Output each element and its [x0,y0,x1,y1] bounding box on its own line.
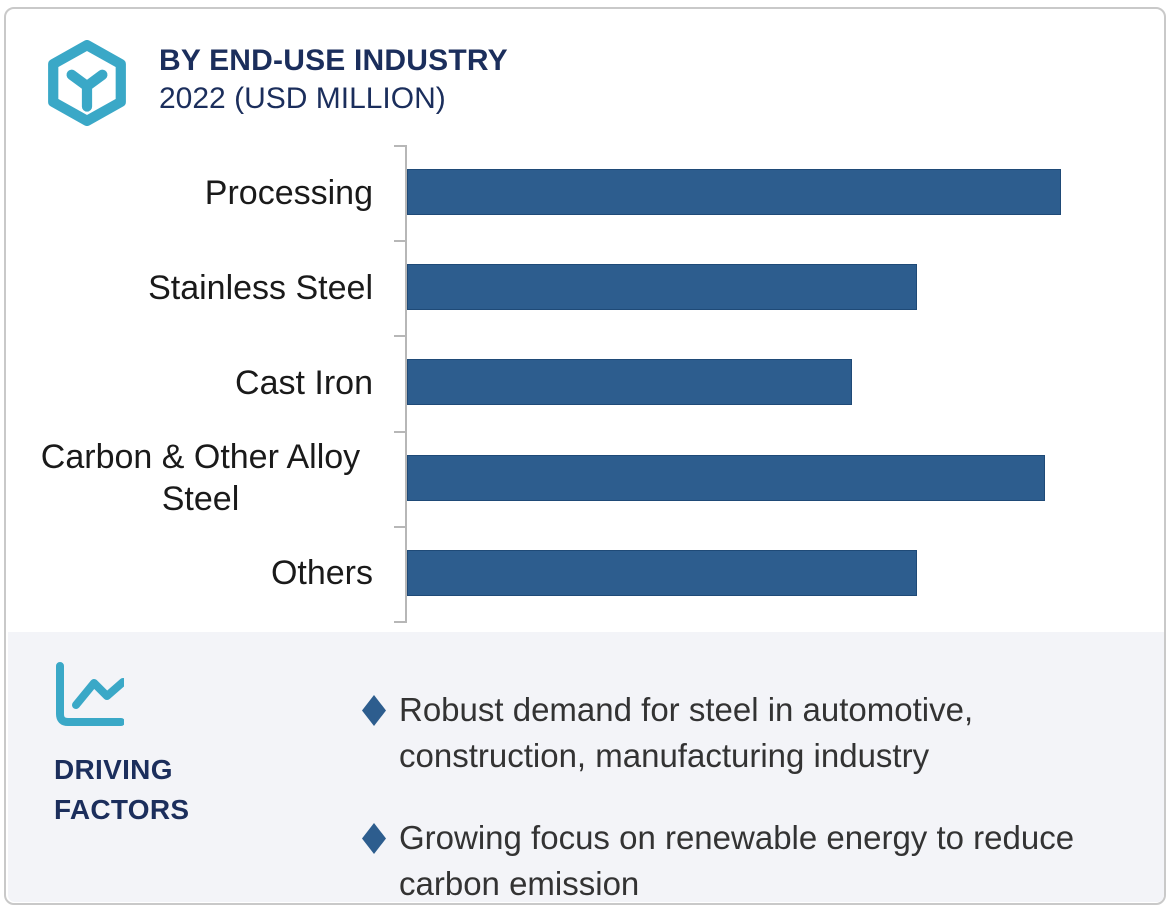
diamond-bullet-icon [362,823,386,854]
category-label-cell: Cast Iron [6,335,373,430]
category-label-cell: Processing [6,145,373,240]
diamond-bullet-icon [362,695,386,726]
category-label: Cast Iron [235,363,373,402]
bar-track [407,335,1166,430]
driving-factors-line2: FACTORS [54,794,190,825]
category-label-cell: Others [6,526,373,621]
chart-row: Processing [6,145,1166,240]
infographic-card: BY END-USE INDUSTRY 2022 (USD MILLION) P… [4,7,1166,905]
bullet-list: Robust demand for steel in automotive, co… [362,687,1142,907]
chart-row: Carbon & Other Alloy Steel [6,431,1166,526]
bullet-text-line: Robust demand for steel in automotive, [399,691,974,728]
chart-header: BY END-USE INDUSTRY 2022 (USD MILLION) [48,40,508,126]
driving-factors-line1: DRIVING [54,754,173,785]
bullet-item: Robust demand for steel in automotive, co… [362,687,1142,779]
bar [407,454,1045,501]
category-label-cell: Carbon & Other Alloy Steel [6,431,373,526]
driving-factors-label: DRIVING FACTORS [54,750,189,830]
axis-tick [394,526,406,528]
bar-track [407,526,1166,621]
bar [407,264,918,311]
chart-row: Cast Iron [6,335,1166,430]
bar [407,359,852,406]
chart-subtitle: 2022 (USD MILLION) [159,82,446,115]
y-axis-line [405,145,407,623]
driving-factors-section: DRIVING FACTORS Robust demand for steel … [8,632,1164,902]
category-label: Stainless Steel [148,268,373,307]
bullet-text: Growing focus on renewable energy to red… [399,815,1074,907]
category-label: Others [270,554,373,593]
bar [407,169,1062,215]
chart-row: Others [6,526,1166,621]
bar-track [407,145,1166,240]
header-text: BY END-USE INDUSTRY 2022 (USD MILLION) [159,40,508,116]
bullet-text-line: Growing focus on renewable energy to red… [399,819,1075,856]
category-label: Processing [204,173,373,212]
hexagon-cube-icon [48,40,126,126]
axis-tick [394,431,406,433]
axis-tick [394,335,406,337]
axis-tick [394,621,406,623]
bar-track [407,431,1166,526]
bar [407,549,918,596]
category-label-cell: Stainless Steel [6,240,373,335]
bullet-text-line: carbon emission [399,865,640,902]
axis-tick [394,145,406,147]
bullet-item: Growing focus on renewable energy to red… [362,815,1142,907]
axis-tick [394,240,406,242]
bullet-text: Robust demand for steel in automotive, co… [399,687,973,779]
chart-title: BY END-USE INDUSTRY [159,44,508,77]
category-label: Carbon & Other Alloy Steel [40,438,361,519]
chart-rows: Processing Stainless Steel Cast Iron Carbon… [6,145,1166,621]
bullet-text-line: construction, manufacturing industry [399,737,930,774]
chart-row: Stainless Steel [6,240,1166,335]
line-chart-icon [56,662,124,726]
bar-chart: Processing Stainless Steel Cast Iron Carbon… [6,145,1166,623]
bar-track [407,240,1166,335]
